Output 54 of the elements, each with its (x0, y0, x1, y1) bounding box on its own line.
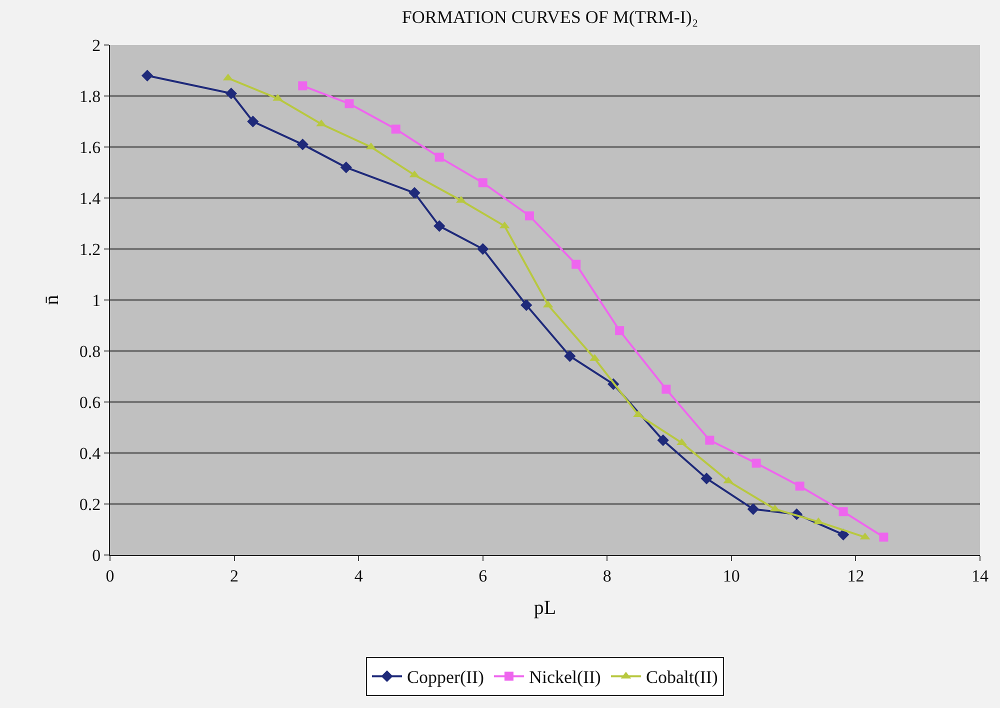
point (344, 99, 354, 108)
point (705, 436, 714, 445)
y-axis-title: n̄ (40, 295, 63, 305)
y-tick-label: 1.8 (79, 86, 101, 106)
point (676, 438, 687, 446)
chart-title: FORMATION CURVES OF M(TRM-I)₂ (402, 7, 698, 28)
point (434, 152, 444, 162)
y-tick-label: 0.8 (79, 342, 101, 361)
legend-label: Copper(II) (407, 667, 484, 688)
point (700, 472, 712, 484)
x-tick-label: 12 (847, 566, 864, 586)
point (795, 482, 804, 491)
y-tick-label: 0 (92, 546, 101, 565)
x-tick-label: 4 (354, 566, 364, 586)
x-tick-label: 10 (722, 566, 740, 586)
x-tick-label: 14 (972, 566, 989, 586)
y-tick-label: 0.4 (79, 444, 102, 463)
point (747, 503, 760, 515)
point (657, 434, 669, 446)
point (478, 178, 488, 188)
point (752, 458, 761, 468)
y-tick-label: 0.2 (79, 494, 101, 514)
point (477, 243, 489, 255)
x-tick-label: 0 (106, 566, 114, 586)
point (340, 162, 352, 174)
point (225, 88, 238, 100)
point (838, 507, 848, 516)
point (391, 124, 400, 134)
point (247, 116, 259, 128)
point (615, 326, 624, 336)
point (879, 532, 888, 542)
y-tick-label: 0.6 (79, 392, 101, 412)
point (296, 138, 308, 150)
y-tick-label: 2 (92, 36, 101, 55)
point (572, 260, 581, 269)
point (298, 81, 308, 90)
point (524, 211, 534, 220)
point (434, 220, 446, 232)
x-tick-label: 8 (602, 566, 612, 586)
y-tick-label: 1 (92, 290, 101, 310)
point (141, 70, 154, 82)
point (837, 528, 850, 540)
point (662, 384, 671, 394)
x-axis-title: pL (534, 596, 556, 619)
point (520, 299, 532, 311)
point (408, 187, 420, 199)
point (564, 350, 576, 362)
legend-label: Cobalt(II) (646, 667, 718, 688)
x-tick-label: 2 (230, 566, 239, 586)
y-tick-label: 1.2 (79, 240, 101, 259)
y-tick-label: 1.6 (79, 138, 101, 157)
legend-label: Nickel(II) (528, 667, 601, 688)
y-tick-label: 1.4 (79, 188, 102, 208)
x-tick-label: 6 (478, 566, 488, 586)
